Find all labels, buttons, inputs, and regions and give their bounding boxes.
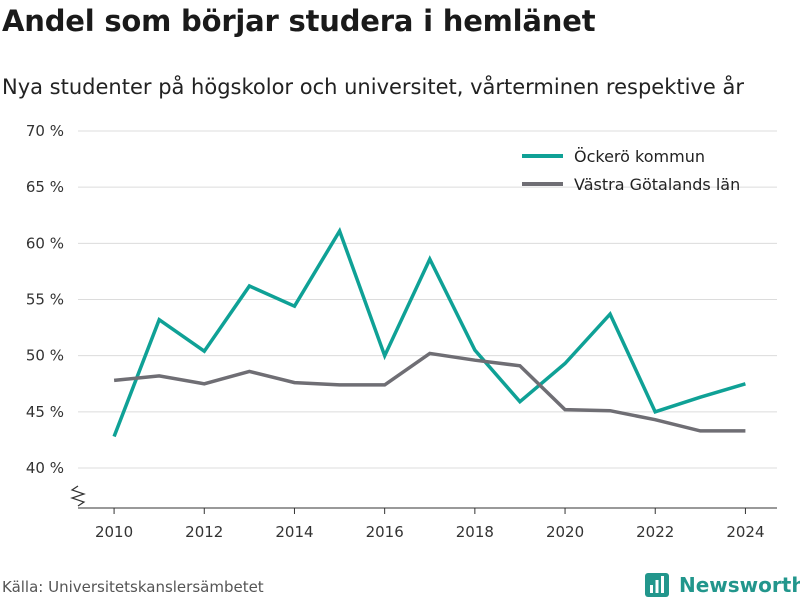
y-tick-label: 55 % [26, 291, 64, 309]
y-tick-label: 50 % [26, 347, 64, 365]
brand-logo: Newsworthy [645, 570, 800, 600]
line-chart: 40 % 45 % 50 % 55 % 60 % 65 % 70 % 2010 2012 2014… [26, 122, 777, 541]
x-tick-label: 2022 [636, 523, 674, 541]
y-tick-label: 70 % [26, 122, 64, 140]
legend-label-1: Öckerö kommun [574, 147, 705, 166]
y-tick-label: 60 % [26, 234, 64, 252]
series-line-2 [113, 351, 746, 433]
legend: Öckerö kommun Västra Götalands län [522, 147, 740, 194]
x-tick-label: 2018 [456, 523, 494, 541]
x-tick-label: 2014 [275, 523, 313, 541]
axes: 40 % 45 % 50 % 55 % 60 % 65 % 70 % 2010 2012 2014… [26, 122, 777, 541]
y-tick-label: 65 % [26, 178, 64, 196]
x-tick-label: 2024 [726, 523, 764, 541]
series-lines [112, 226, 746, 438]
x-tick-label: 2010 [95, 523, 133, 541]
newsworthy-logo-icon [645, 573, 669, 597]
legend-label-2: Västra Götalands län [574, 175, 740, 194]
y-tick-label: 45 % [26, 403, 64, 421]
x-tick-label: 2012 [185, 523, 223, 541]
brand-name: Newsworthy [679, 573, 800, 597]
x-tick-label: 2016 [366, 523, 404, 541]
y-tick-label: 40 % [26, 459, 64, 477]
axis-break-icon [70, 485, 86, 507]
series-line-1 [112, 226, 746, 438]
source-note: Källa: Universitetskanslersämbetet [2, 578, 264, 596]
chart-title: Andel som börjar studera i hemlänet [2, 4, 596, 38]
x-tick-label: 2020 [546, 523, 584, 541]
chart-subtitle: Nya studenter på högskolor och universit… [2, 75, 744, 99]
